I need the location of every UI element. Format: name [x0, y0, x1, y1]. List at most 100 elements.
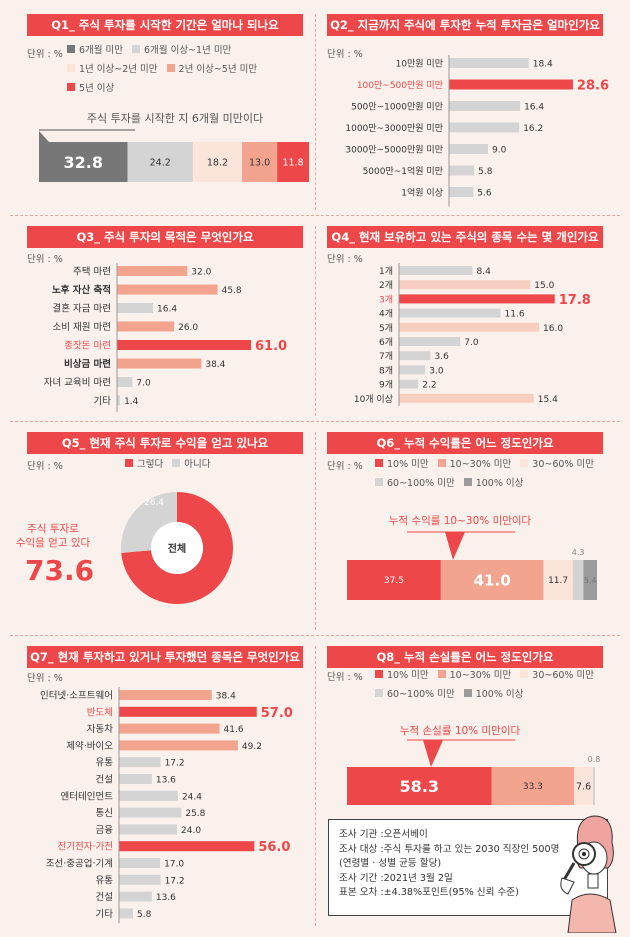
divider [10, 635, 620, 636]
q5-callout-line1: 주식 투자로 [27, 523, 79, 535]
bar-value-label: 17.2 [165, 759, 185, 769]
bar-category-label: 종잣돈 마련 [64, 341, 111, 352]
legend-label: 100% 이상 [475, 478, 524, 489]
legend-item: 10% 미만 [375, 666, 429, 685]
legend-label: 30~60% 미만 [532, 670, 594, 681]
legend-label: 60~100% 미만 [387, 478, 455, 489]
bar [117, 321, 175, 332]
bar-value-label: 9.0 [492, 146, 507, 156]
bar-category-label: 9개 [379, 380, 393, 391]
legend-label: 30~60% 미만 [532, 459, 594, 470]
legend-item: 10~30% 미만 [437, 666, 511, 685]
legend-label: 10% 미만 [387, 670, 429, 681]
bar [449, 165, 475, 176]
bar [399, 322, 539, 332]
legend-label: 10% 미만 [387, 459, 429, 470]
bar [399, 365, 426, 375]
bar [449, 122, 520, 133]
bar-category-label: 500만~1000만원 미만 [351, 102, 443, 113]
pie-slice-label: 26.4 [144, 498, 164, 508]
q1-panel: Q1_ 주식 투자를 시작한 기간은 얼마나 되나요 단위 : % 6개월 미만… [15, 14, 315, 210]
bar [117, 266, 188, 276]
q6-callout: 누적 수익률 10~30% 미만이다 [389, 515, 532, 527]
legend-swatch [375, 459, 383, 467]
bar [399, 393, 534, 403]
bar-value-label: 3.0 [429, 366, 444, 376]
q4-panel: Q4_ 현재 보유하고 있는 주식의 종목 수는 몇 개인가요 단위 : % 1… [315, 226, 615, 416]
survey-target2: (연령별 · 성별 균등 할당) [339, 858, 442, 869]
bar-category-label: 비상금 마련 [64, 358, 111, 370]
q3-chart: 주택 마련 32.0 노후 자산 축적 45.8 결혼 자금 마련 16.4 소비 재원 마… [44, 263, 287, 412]
legend-swatch [463, 478, 472, 486]
q5-title: Q5_ 현재 주식 투자로 수익을 얻고 있나요 [27, 432, 303, 454]
bar [117, 358, 202, 369]
legend-label: 10~30% 미만 [449, 459, 512, 470]
segment-label: 32.8 [64, 153, 103, 172]
bar-value-label: 15.4 [538, 395, 558, 405]
bar-category-label: 결혼 자금 마련 [53, 303, 111, 315]
q8-unit: 단위 : % [327, 672, 363, 683]
q8-callout: 누적 손실률 10% 미만이다 [400, 725, 521, 737]
bar [119, 841, 255, 852]
bar [119, 706, 257, 717]
segment-label: 5.4 [584, 576, 597, 585]
q6-chart: 누적 수익률 10~30% 미만이다 37.5 41.0 11.7 4.3 5.4 [347, 515, 597, 600]
bar [449, 79, 573, 90]
q1-callout: 주식 투자를 시작한 지 6개월 미만이다 [87, 112, 263, 125]
bar [119, 874, 161, 885]
bar [399, 294, 555, 304]
divider [10, 421, 620, 422]
bar-value-label: 3.6 [435, 352, 450, 362]
bar-value-label: 41.6 [224, 725, 244, 735]
bar-category-label: 유통 [96, 875, 114, 886]
stacked-segment [39, 142, 128, 182]
segment-label: 11.7 [548, 576, 568, 586]
bar-value-label: 57.0 [261, 706, 293, 721]
legend-swatch [67, 64, 75, 72]
bar-category-label: 자녀 교육비 마련 [44, 378, 111, 389]
bar-value-label: 5.8 [478, 167, 493, 177]
q1-legend: 6개월 미만 6개월 이상~1년 미만 1년 이상~2년 미만 2년 이상~5년 미만… [67, 41, 317, 98]
bar-value-label: 5.6 [477, 189, 492, 199]
stacked-segment [574, 767, 594, 805]
bar [117, 395, 121, 406]
legend-swatch [437, 670, 446, 678]
survey-org: 오픈서베이 [383, 829, 428, 840]
bar [119, 757, 161, 768]
q2-title: Q2_ 지금까지 주식에 투자한 누적 투자금은 얼마인가요 [327, 14, 603, 36]
segment-label: 24.2 [150, 157, 171, 168]
q6-title: Q6_ 누적 수익률은 어느 정도인가요 [327, 432, 603, 454]
legend-label: 100% 이상 [475, 689, 524, 700]
bar [399, 379, 419, 389]
bar-value-label: 16.0 [543, 324, 563, 334]
survey-org-row: 조사 기관 : 오픈서베이 [339, 828, 597, 843]
segment-label: 58.3 [400, 777, 439, 796]
bar-category-label: 조선·중공업·기계 [46, 858, 113, 870]
bar [117, 303, 154, 313]
bar-value-label: 32.0 [191, 268, 211, 278]
bar-value-label: 24.4 [182, 792, 202, 802]
bar [119, 740, 238, 751]
q4-unit: 단위 : % [327, 254, 363, 265]
bar [449, 144, 488, 154]
bar-category-label: 건설 [96, 892, 113, 903]
q5-unit: 단위 : % [27, 461, 63, 472]
bar [449, 187, 474, 197]
legend-item: 2년 이상~5년 미만 [166, 60, 257, 79]
legend-swatch [172, 459, 181, 467]
legend-item: 아니다 [172, 455, 210, 474]
bar [119, 690, 212, 700]
q5-big-value: 73.6 [25, 554, 94, 587]
legend-item: 10~30% 미만 [437, 455, 512, 474]
bar-value-label: 18.4 [533, 60, 553, 70]
legend-item: 10% 미만 [375, 455, 429, 474]
segment-label: 13.0 [249, 157, 270, 168]
bar-category-label: 소비 재원 마련 [53, 322, 111, 333]
bar [117, 340, 252, 350]
bar-category-label: 6개 [379, 337, 393, 348]
bar [399, 308, 501, 318]
survey-info-box: 조사 기관 : 오픈서베이 조사 대상 : 주식 투자를 하고 있는 2030 … [328, 819, 608, 916]
legend-label: 그렇다 [137, 459, 164, 470]
survey-error: ±4.38%포인트(95% 신뢰 수준) [383, 887, 519, 898]
bar-value-label: 26.0 [178, 323, 198, 333]
